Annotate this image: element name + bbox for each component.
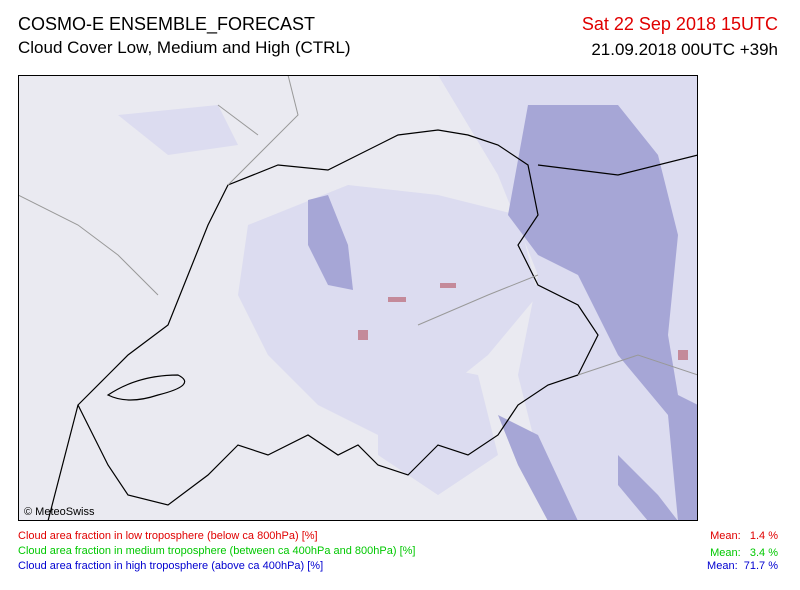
valid-time: Sat 22 Sep 2018 15UTC	[581, 14, 778, 34]
title: COSMO-E ENSEMBLE_FORECAST	[18, 14, 316, 34]
mean-value: 3.4 %	[749, 547, 778, 559]
mean-label: Mean:	[710, 530, 741, 542]
subtitle: Cloud Cover Low, Medium and High (CTRL)	[18, 38, 351, 57]
mean-value: 1.4 %	[749, 530, 778, 542]
map-frame	[18, 75, 698, 521]
borders	[47, 129, 698, 521]
mean-high: Mean: 71.7 %	[707, 560, 778, 572]
map: © MeteoSwiss	[18, 75, 698, 521]
mean-label: Mean:	[710, 547, 741, 559]
mean-low: Mean: 1.4 %	[710, 530, 778, 542]
legend-medium: Cloud area fraction in medium tropospher…	[18, 545, 416, 557]
rivers	[18, 75, 698, 376]
mean-value: 71.7 %	[743, 560, 778, 572]
cloud-high-dark	[308, 105, 698, 521]
run-time: 21.09.2018 00UTC +39h	[591, 40, 778, 59]
legend-high: Cloud area fraction in high troposphere …	[18, 560, 324, 572]
mean-label: Mean:	[707, 560, 738, 572]
cloud-low-patches	[358, 283, 688, 360]
credit: © MeteoSwiss	[24, 506, 95, 518]
mean-medium: Mean: 3.4 %	[710, 547, 778, 559]
legend-low: Cloud area fraction in low troposphere (…	[18, 530, 318, 542]
